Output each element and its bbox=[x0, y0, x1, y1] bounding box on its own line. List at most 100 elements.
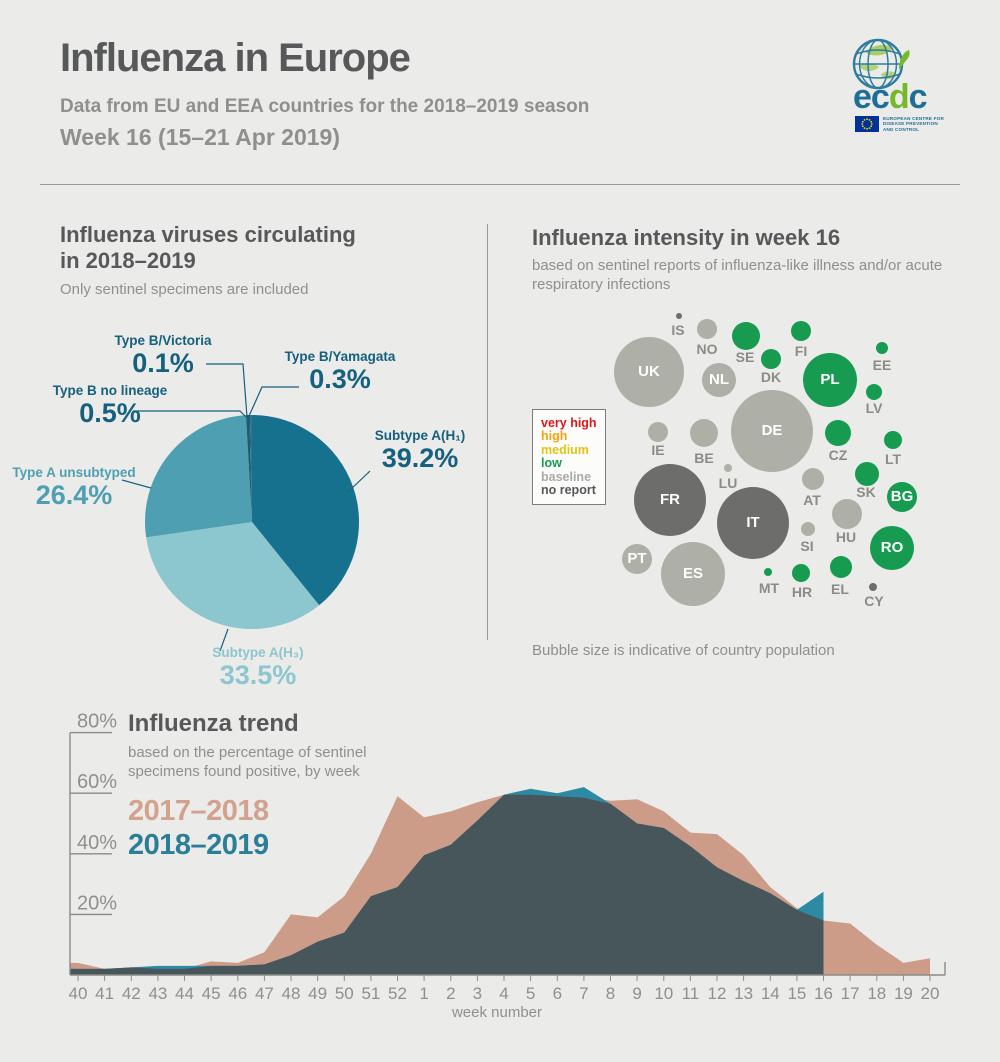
trend-title: Influenza trend bbox=[128, 710, 299, 737]
country-label-it: IT bbox=[746, 514, 760, 531]
svg-text:6: 6 bbox=[553, 984, 562, 1003]
country-bubble-el bbox=[830, 556, 852, 578]
svg-text:week number: week number bbox=[451, 1004, 542, 1021]
country-label-bg: BG bbox=[890, 488, 914, 505]
country-label-si: SI bbox=[800, 538, 814, 554]
svg-text:16: 16 bbox=[814, 984, 833, 1003]
country-label-ro: RO bbox=[880, 539, 904, 556]
svg-text:40%: 40% bbox=[77, 832, 117, 854]
svg-text:43: 43 bbox=[148, 984, 167, 1003]
svg-text:7: 7 bbox=[579, 984, 588, 1003]
svg-text:14: 14 bbox=[761, 984, 780, 1003]
svg-text:15: 15 bbox=[787, 984, 806, 1003]
country-bubble-de bbox=[731, 390, 813, 472]
country-bubble-pt bbox=[622, 544, 652, 574]
country-bubble-ie bbox=[648, 422, 668, 442]
svg-text:11: 11 bbox=[682, 984, 700, 1003]
pie-label-b-yamagata: Type B/Yamagata 0.3% bbox=[284, 349, 396, 394]
influenza-trend-chart: 20%40%60%80%40 41 42 43 44 45 46 47 48 49 50 51 52 1 2… bbox=[69, 711, 946, 1021]
country-label-pt: PT bbox=[627, 550, 647, 567]
intensity-section-title: Influenza intensity in week 16 bbox=[532, 225, 841, 250]
country-label-ee: EE bbox=[872, 357, 892, 373]
pie-label-b-victoria: Type B/Victoria 0.1% bbox=[114, 333, 212, 378]
viruses-section-title: Influenza viruses circulating in 2018–20… bbox=[60, 222, 356, 273]
svg-text:20: 20 bbox=[921, 984, 940, 1003]
svg-text:80%: 80% bbox=[77, 711, 117, 733]
country-label-nl: NL bbox=[709, 371, 729, 388]
legend-item-no-report: no report bbox=[541, 483, 596, 498]
page-title: Influenza in Europe bbox=[60, 36, 411, 80]
svg-text:60%: 60% bbox=[77, 771, 117, 793]
ecdc-wordmark: ecdc bbox=[853, 78, 928, 116]
country-bubble-es bbox=[661, 542, 725, 606]
country-bubble-se bbox=[732, 322, 760, 350]
svg-text:17: 17 bbox=[841, 984, 860, 1003]
svg-text:13: 13 bbox=[734, 984, 753, 1003]
virus-pie-chart bbox=[121, 363, 371, 652]
country-bubble-hr bbox=[792, 564, 810, 582]
country-label-dk: DK bbox=[760, 369, 782, 385]
country-label-lv: LV bbox=[865, 400, 883, 416]
svg-text:1: 1 bbox=[419, 984, 428, 1003]
legend-item-very-high: very high bbox=[541, 416, 597, 430]
country-bubble-sk bbox=[855, 462, 879, 486]
country-label-lt: LT bbox=[884, 451, 902, 467]
trend-legend-2017-2018: 2017–2018 bbox=[128, 795, 269, 827]
svg-text:18: 18 bbox=[867, 984, 886, 1003]
ecdc-org-name: EUROPEAN CENTRE FOR DISEASE PREVENTION A… bbox=[883, 116, 944, 132]
trend-legend-2018-2019: 2018–2019 bbox=[128, 829, 269, 861]
country-bubble-cy bbox=[869, 583, 877, 591]
country-label-fi: FI bbox=[794, 343, 808, 359]
leader-line-a-unsubtyped bbox=[121, 479, 152, 489]
country-label-no: NO bbox=[696, 341, 718, 357]
svg-text:8: 8 bbox=[606, 984, 615, 1003]
globe-icon bbox=[852, 38, 910, 90]
svg-text:9: 9 bbox=[632, 984, 641, 1003]
intensity-legend: very high high medium low baseline no re… bbox=[532, 409, 606, 506]
eu-flag-icon bbox=[855, 116, 879, 132]
country-bubble-mt bbox=[764, 568, 772, 576]
svg-text:47: 47 bbox=[255, 984, 274, 1003]
country-label-ie: IE bbox=[651, 442, 665, 458]
country-bubble-map: IS NO SE FI EE UK NL DK PL LV IE BE DE CZ LT LU FR AT SK BG… bbox=[614, 313, 917, 609]
country-label-es: ES bbox=[682, 565, 703, 582]
svg-text:20%: 20% bbox=[77, 892, 117, 914]
country-bubble-lv bbox=[866, 384, 882, 400]
country-label-sk: SK bbox=[856, 484, 876, 500]
country-bubble-hu bbox=[832, 499, 862, 529]
page-subtitle: Data from EU and EEA countries for the 2… bbox=[60, 96, 590, 117]
country-bubble-lu bbox=[724, 464, 732, 472]
country-bubble-bg bbox=[887, 482, 917, 512]
svg-text:49: 49 bbox=[308, 984, 327, 1003]
leader-line-b-victoria bbox=[206, 363, 248, 418]
country-bubble-fr bbox=[634, 464, 706, 536]
leader-line-a-h3 bbox=[219, 628, 229, 652]
svg-text:19: 19 bbox=[894, 984, 913, 1003]
svg-text:3: 3 bbox=[473, 984, 482, 1003]
country-bubble-fi bbox=[791, 321, 811, 341]
pie-label-a-unsubtyped: Type A unsubtyped 26.4% bbox=[12, 465, 136, 510]
leader-line-a-h1 bbox=[347, 470, 371, 493]
svg-text:10: 10 bbox=[654, 984, 673, 1003]
svg-text:40: 40 bbox=[69, 984, 88, 1003]
intensity-section-subtitle: based on sentinel reports of influenza-l… bbox=[532, 257, 943, 293]
country-bubble-ro bbox=[870, 526, 914, 570]
pie-label-subtype-a-h3: Subtype A(H₃) 33.5% bbox=[212, 645, 304, 690]
legend-item-medium: medium bbox=[541, 442, 589, 457]
svg-text:42: 42 bbox=[122, 984, 141, 1003]
country-bubble-at bbox=[802, 468, 824, 490]
svg-text:52: 52 bbox=[388, 984, 407, 1003]
country-label-is: IS bbox=[671, 322, 685, 338]
country-label-uk: UK bbox=[638, 363, 660, 380]
country-label-cz: CZ bbox=[828, 447, 848, 463]
svg-text:51: 51 bbox=[361, 984, 380, 1003]
svg-text:5: 5 bbox=[526, 984, 535, 1003]
country-bubble-no bbox=[697, 319, 717, 339]
country-label-cy: CY bbox=[864, 593, 884, 609]
country-label-de: DE bbox=[761, 422, 783, 439]
country-bubble-ee bbox=[876, 342, 888, 354]
svg-text:50: 50 bbox=[335, 984, 354, 1003]
country-bubble-is bbox=[676, 313, 682, 319]
week-indicator: Week 16 (15–21 Apr 2019) bbox=[60, 124, 341, 150]
country-bubble-dk bbox=[761, 349, 781, 369]
